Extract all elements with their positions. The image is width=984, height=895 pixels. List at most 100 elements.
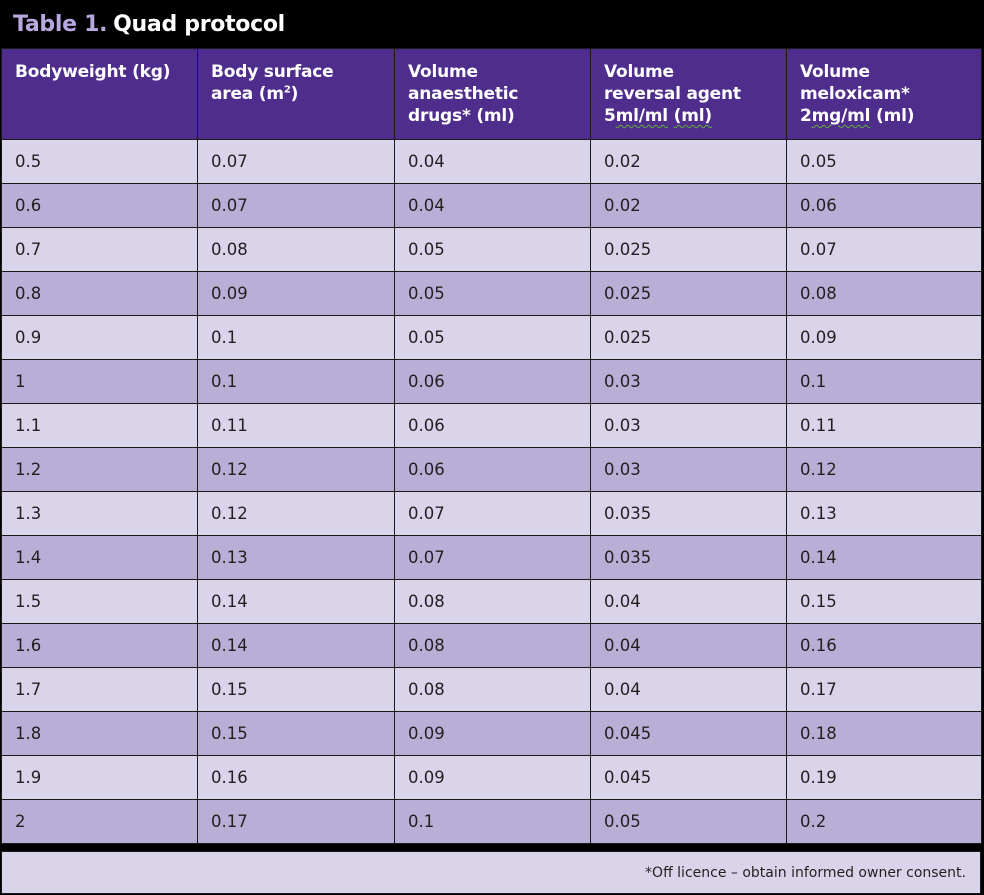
header-melox-line3-post: (ml) (870, 106, 915, 126)
cell-body-surface-area: 0.11 (197, 403, 395, 448)
cell-volume-reversal: 0.03 (590, 403, 787, 448)
cell-bodyweight: 1.3 (1, 491, 198, 536)
table-row: 1.3 0.12 0.07 0.035 0.13 (1, 491, 982, 536)
cell-volume-reversal: 0.04 (590, 623, 787, 668)
table-title: Table 1. Quad protocol (0, 0, 984, 48)
table-row: 0.9 0.1 0.05 0.025 0.09 (1, 315, 982, 360)
cell-bodyweight: 0.9 (1, 315, 198, 360)
header-melox-unit: mg/ml (811, 106, 871, 126)
table-row: 1.5 0.14 0.08 0.04 0.15 (1, 579, 982, 624)
header-anaes-line3: drugs* (ml) (408, 106, 515, 126)
cell-volume-anaesthetic: 0.06 (394, 447, 591, 492)
header-rev-ml: (ml) (673, 106, 712, 126)
cell-bodyweight: 0.8 (1, 271, 198, 316)
quad-protocol-table: Bodyweight (kg) Body surface area (m2) V… (1, 48, 982, 844)
table-row: 2 0.17 0.1 0.05 0.2 (1, 799, 982, 844)
table-title-text: Quad protocol (113, 11, 285, 37)
cell-body-surface-area: 0.07 (197, 139, 395, 184)
cell-body-surface-area: 0.1 (197, 359, 395, 404)
cell-volume-anaesthetic: 0.08 (394, 623, 591, 668)
header-anaes-line1: Volume (408, 62, 478, 82)
header-bsa-line1: Body surface (211, 62, 334, 82)
cell-volume-meloxicam: 0.1 (786, 359, 982, 404)
header-anaes-line2: anaesthetic (408, 84, 519, 104)
cell-volume-anaesthetic: 0.06 (394, 359, 591, 404)
cell-body-surface-area: 0.09 (197, 271, 395, 316)
table-row: 0.6 0.07 0.04 0.02 0.06 (1, 183, 982, 228)
cell-bodyweight: 1.4 (1, 535, 198, 580)
cell-volume-reversal: 0.04 (590, 579, 787, 624)
cell-bodyweight: 0.5 (1, 139, 198, 184)
cell-bodyweight: 1.5 (1, 579, 198, 624)
cell-volume-meloxicam: 0.12 (786, 447, 982, 492)
table-row: 1.9 0.16 0.09 0.045 0.19 (1, 755, 982, 800)
cell-body-surface-area: 0.12 (197, 447, 395, 492)
cell-volume-reversal: 0.03 (590, 359, 787, 404)
footnote: *Off licence – obtain informed owner con… (1, 851, 981, 894)
header-bsa-line2-pre: area (m (211, 84, 284, 104)
cell-volume-meloxicam: 0.2 (786, 799, 982, 844)
cell-volume-meloxicam: 0.11 (786, 403, 982, 448)
cell-bodyweight: 0.7 (1, 227, 198, 272)
cell-volume-reversal: 0.025 (590, 227, 787, 272)
cell-volume-meloxicam: 0.09 (786, 315, 982, 360)
cell-bodyweight: 1 (1, 359, 198, 404)
cell-body-surface-area: 0.15 (197, 711, 395, 756)
cell-volume-anaesthetic: 0.09 (394, 755, 591, 800)
cell-volume-meloxicam: 0.08 (786, 271, 982, 316)
header-melox-line1: Volume (800, 62, 870, 82)
table-row: 0.8 0.09 0.05 0.025 0.08 (1, 271, 982, 316)
header-bodyweight: Bodyweight (kg) (1, 48, 198, 140)
cell-body-surface-area: 0.1 (197, 315, 395, 360)
table-row: 1.4 0.13 0.07 0.035 0.14 (1, 535, 982, 580)
header-volume-anaesthetic: Volume anaesthetic drugs* (ml) (394, 48, 591, 140)
cell-body-surface-area: 0.14 (197, 579, 395, 624)
table-row: 0.5 0.07 0.04 0.02 0.05 (1, 139, 982, 184)
header-rev-line3-pre: 5 (604, 106, 616, 126)
cell-volume-anaesthetic: 0.07 (394, 535, 591, 580)
footnote-text: *Off licence – obtain informed owner con… (645, 864, 966, 881)
table-row: 1 0.1 0.06 0.03 0.1 (1, 359, 982, 404)
cell-bodyweight: 1.9 (1, 755, 198, 800)
cell-volume-meloxicam: 0.06 (786, 183, 982, 228)
header-bsa-line2-post: ) (290, 84, 299, 104)
table-row: 1.6 0.14 0.08 0.04 0.16 (1, 623, 982, 668)
table-number: Table 1. (13, 11, 108, 37)
header-volume-reversal: Volume reversal agent 5ml/ml (ml) (590, 48, 787, 140)
cell-volume-meloxicam: 0.17 (786, 667, 982, 712)
cell-bodyweight: 1.1 (1, 403, 198, 448)
cell-volume-meloxicam: 0.19 (786, 755, 982, 800)
cell-bodyweight: 1.8 (1, 711, 198, 756)
table-row: 0.7 0.08 0.05 0.025 0.07 (1, 227, 982, 272)
cell-bodyweight: 0.6 (1, 183, 198, 228)
cell-volume-reversal: 0.025 (590, 315, 787, 360)
cell-volume-anaesthetic: 0.07 (394, 491, 591, 536)
cell-bodyweight: 1.7 (1, 667, 198, 712)
table-row: 1.7 0.15 0.08 0.04 0.17 (1, 667, 982, 712)
cell-volume-meloxicam: 0.16 (786, 623, 982, 668)
cell-volume-reversal: 0.02 (590, 183, 787, 228)
header-volume-meloxicam: Volume meloxicam* 2mg/ml (ml) (786, 48, 982, 140)
header-bodyweight-text: Bodyweight (kg) (15, 62, 171, 82)
cell-volume-anaesthetic: 0.05 (394, 227, 591, 272)
header-rev-line1: Volume (604, 62, 674, 82)
cell-volume-reversal: 0.02 (590, 139, 787, 184)
cell-volume-reversal: 0.045 (590, 755, 787, 800)
cell-volume-anaesthetic: 0.06 (394, 403, 591, 448)
cell-volume-reversal: 0.025 (590, 271, 787, 316)
table-row: 1.2 0.12 0.06 0.03 0.12 (1, 447, 982, 492)
cell-volume-reversal: 0.04 (590, 667, 787, 712)
cell-volume-anaesthetic: 0.05 (394, 271, 591, 316)
cell-body-surface-area: 0.08 (197, 227, 395, 272)
cell-volume-anaesthetic: 0.1 (394, 799, 591, 844)
cell-volume-meloxicam: 0.05 (786, 139, 982, 184)
header-body-surface-area: Body surface area (m2) (197, 48, 395, 140)
cell-bodyweight: 1.2 (1, 447, 198, 492)
cell-volume-meloxicam: 0.18 (786, 711, 982, 756)
table-row: 1.8 0.15 0.09 0.045 0.18 (1, 711, 982, 756)
header-row: Bodyweight (kg) Body surface area (m2) V… (1, 48, 982, 140)
cell-body-surface-area: 0.13 (197, 535, 395, 580)
cell-bodyweight: 2 (1, 799, 198, 844)
header-melox-line2: meloxicam* (800, 84, 910, 104)
